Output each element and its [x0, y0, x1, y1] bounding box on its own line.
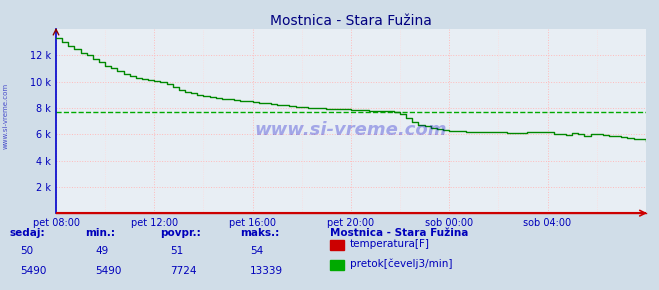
Text: www.si-vreme.com: www.si-vreme.com	[254, 121, 447, 139]
Text: povpr.:: povpr.:	[160, 228, 201, 238]
Bar	[330, 260, 344, 270]
Text: 5490: 5490	[20, 266, 46, 276]
Text: Mostnica - Stara Fužina: Mostnica - Stara Fužina	[330, 228, 469, 238]
Text: maks.:: maks.:	[240, 228, 279, 238]
Text: 51: 51	[170, 246, 183, 256]
Text: 49: 49	[95, 246, 108, 256]
Title: Mostnica - Stara Fužina: Mostnica - Stara Fužina	[270, 14, 432, 28]
Text: 13339: 13339	[250, 266, 283, 276]
Text: min.:: min.:	[85, 228, 115, 238]
Text: sedaj:: sedaj:	[10, 228, 45, 238]
Bar	[330, 240, 344, 250]
Text: 5490: 5490	[95, 266, 121, 276]
Text: temperatura[F]: temperatura[F]	[350, 239, 430, 249]
Text: 50: 50	[20, 246, 33, 256]
Text: pretok[čevelj3/min]: pretok[čevelj3/min]	[350, 259, 453, 269]
Text: 7724: 7724	[170, 266, 196, 276]
Text: 54: 54	[250, 246, 263, 256]
Text: www.si-vreme.com: www.si-vreme.com	[2, 83, 9, 149]
